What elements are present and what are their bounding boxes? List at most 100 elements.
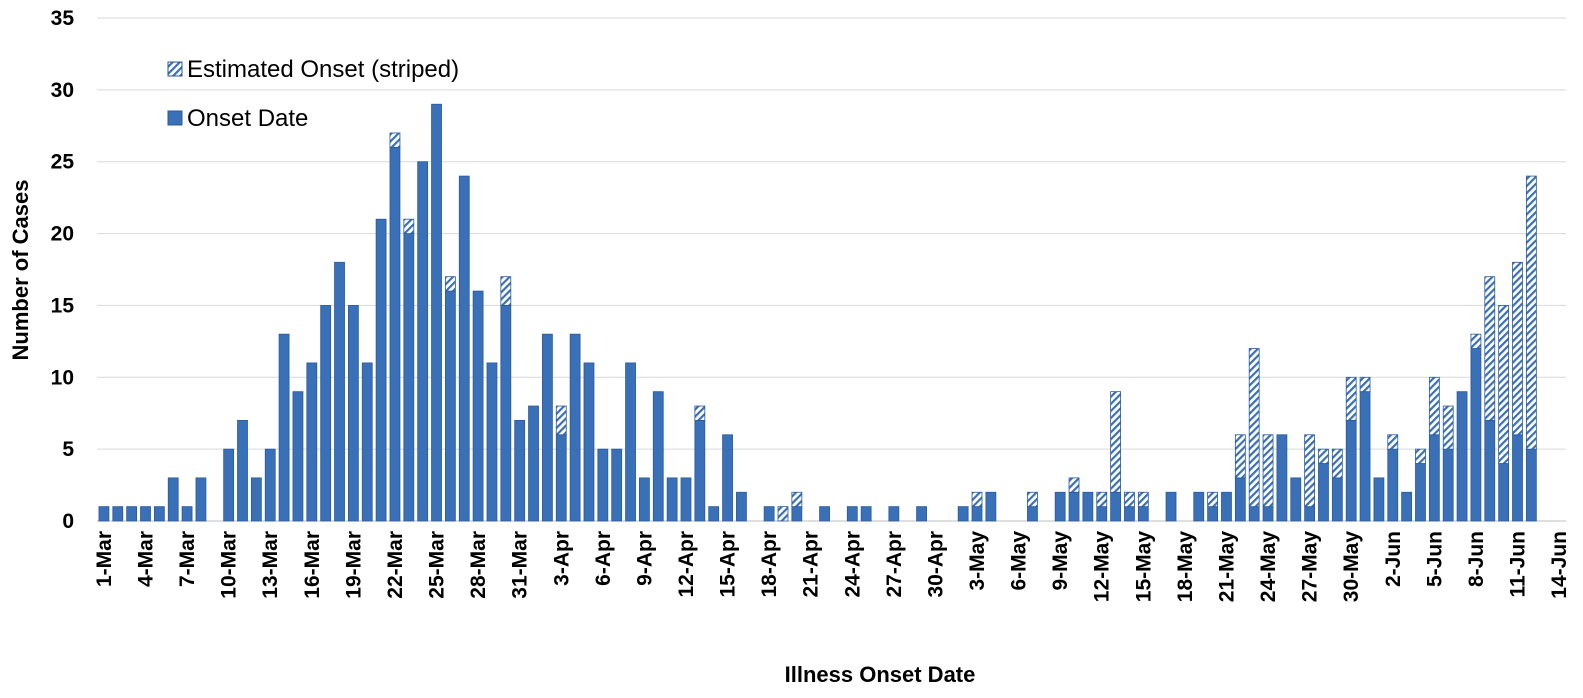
bar-onset xyxy=(1234,477,1246,522)
bar-onset xyxy=(736,491,747,522)
bar-onset xyxy=(1401,491,1413,522)
bar-onset xyxy=(375,218,387,522)
bar-estimated xyxy=(1318,448,1329,464)
x-tick-label: 27-Apr xyxy=(883,531,906,598)
x-tick-label: 22-Mar xyxy=(384,531,407,599)
x-tick-label: 12-May xyxy=(1091,531,1114,603)
bar-estimated xyxy=(971,491,983,508)
bar-onset xyxy=(597,448,609,522)
x-tick-label: 24-Apr xyxy=(841,531,864,598)
bar-onset xyxy=(722,434,733,522)
x-tick-label: 12-Apr xyxy=(675,531,698,598)
bar-onset xyxy=(417,161,429,522)
bar-onset xyxy=(278,333,290,522)
bar-onset xyxy=(347,305,359,522)
bar-onset xyxy=(153,506,165,522)
x-tick-label: 11-Jun xyxy=(1506,531,1529,598)
bar-onset xyxy=(971,506,983,522)
bar-onset xyxy=(666,477,678,522)
bar-onset xyxy=(583,362,595,522)
bar-estimated xyxy=(1096,491,1108,508)
bar-onset xyxy=(223,448,235,522)
bar-onset xyxy=(791,506,803,522)
bar-onset xyxy=(1137,506,1149,522)
y-tick-label: 30 xyxy=(51,79,74,102)
bar-onset xyxy=(1290,477,1302,522)
bar-onset xyxy=(334,261,345,522)
bar-onset xyxy=(389,146,401,522)
bars xyxy=(98,103,1537,522)
x-tick-label: 15-May xyxy=(1132,531,1155,603)
bar-onset xyxy=(403,233,415,522)
bar-onset xyxy=(1193,491,1205,522)
gridlines xyxy=(97,17,1566,522)
x-tick-label: 2-Jun xyxy=(1382,531,1405,587)
x-tick-label: 3-Apr xyxy=(550,531,573,586)
bar-onset xyxy=(1248,506,1260,522)
bar-estimated xyxy=(791,491,803,508)
bar-onset xyxy=(1484,419,1496,522)
bar-onset xyxy=(1262,506,1274,522)
y-tick-label: 10 xyxy=(51,366,74,389)
bar-onset xyxy=(1387,448,1399,522)
bar-estimated xyxy=(1387,434,1399,450)
x-tick-label: 30-May xyxy=(1340,531,1363,603)
x-tick-label: 6-Apr xyxy=(592,531,615,586)
bar-onset xyxy=(1456,391,1468,522)
x-tick-label: 21-May xyxy=(1215,531,1238,603)
bar-onset xyxy=(237,419,248,522)
bar-onset xyxy=(888,506,900,522)
bar-onset xyxy=(472,290,484,522)
bar-onset xyxy=(500,305,512,522)
bar-estimated xyxy=(1345,376,1357,421)
bar-onset xyxy=(445,290,456,522)
x-tick-label: 21-Apr xyxy=(800,531,823,598)
bar-onset xyxy=(1525,448,1537,522)
x-tick-label: 16-Mar xyxy=(301,531,324,599)
bar-onset xyxy=(514,419,526,522)
bar-estimated xyxy=(500,276,512,306)
bar-onset xyxy=(361,362,373,522)
bar-estimated xyxy=(694,405,706,421)
bar-onset xyxy=(542,333,553,522)
x-tick-label: 15-Apr xyxy=(717,531,740,598)
bar-onset xyxy=(1221,491,1232,522)
legend-label-estimated: Estimated Onset (striped) xyxy=(187,56,459,83)
bar-estimated xyxy=(1512,261,1523,436)
x-tick-label: 1-Mar xyxy=(93,531,116,587)
bar-onset xyxy=(1345,419,1357,522)
bar-onset xyxy=(98,506,110,522)
legend: Estimated Onset (striped) Onset Date xyxy=(167,56,459,132)
bar-estimated xyxy=(1525,175,1537,450)
bar-estimated xyxy=(1262,434,1274,508)
x-tick-label: 28-Mar xyxy=(467,531,490,599)
bar-onset xyxy=(1498,463,1510,522)
bar-onset xyxy=(625,362,636,522)
bar-onset xyxy=(1054,491,1066,522)
bar-onset xyxy=(1110,491,1121,522)
bar-estimated xyxy=(1207,491,1218,508)
x-tick-label: 4-Mar xyxy=(135,531,158,587)
x-tick-label: 7-Mar xyxy=(176,531,199,587)
bar-onset xyxy=(458,175,470,522)
bar-estimated xyxy=(1470,333,1482,349)
bar-onset xyxy=(846,506,858,522)
bar-estimated xyxy=(445,276,456,292)
bar-onset xyxy=(708,506,720,522)
legend-label-onset: Onset Date xyxy=(187,105,308,132)
bar-onset xyxy=(431,103,442,522)
bar-onset xyxy=(1207,506,1218,522)
bar-estimated xyxy=(389,132,401,148)
bar-estimated xyxy=(1331,448,1343,479)
bar-onset xyxy=(264,448,276,522)
bar-onset xyxy=(1428,434,1440,522)
bar-estimated xyxy=(1359,376,1371,393)
bar-onset xyxy=(1068,491,1080,522)
bar-onset xyxy=(680,477,692,522)
bar-onset xyxy=(528,405,539,522)
bar-estimated xyxy=(1415,448,1426,464)
bar-onset xyxy=(112,506,124,522)
bar-onset xyxy=(1165,491,1177,522)
bar-onset xyxy=(486,362,498,522)
bar-onset xyxy=(1027,506,1038,522)
